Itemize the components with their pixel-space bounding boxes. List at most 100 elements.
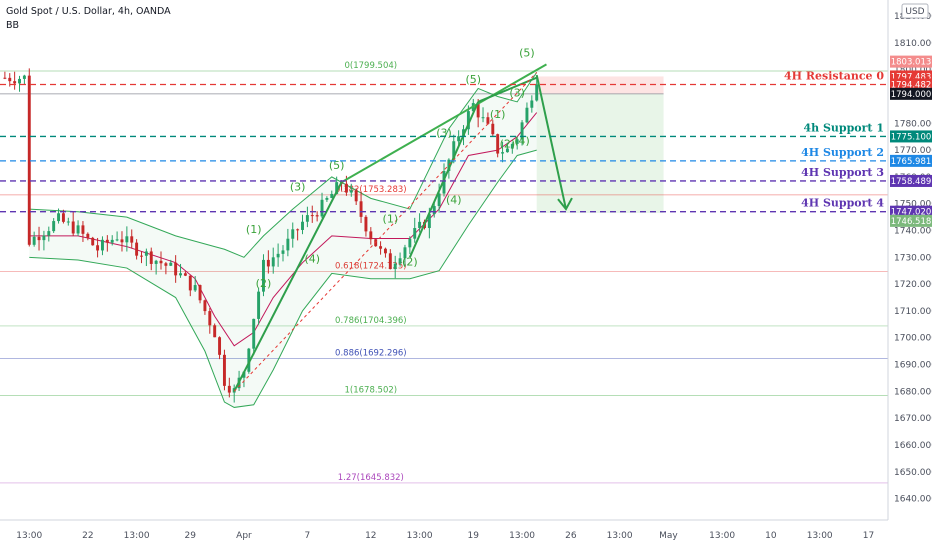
candle-body[interactable] <box>501 152 505 154</box>
candle-body[interactable] <box>388 253 392 270</box>
candle-body[interactable] <box>247 348 251 372</box>
candle-body[interactable] <box>110 239 114 243</box>
currency-badge[interactable] <box>901 3 929 19</box>
candle-body[interactable] <box>144 251 148 256</box>
candle-body[interactable] <box>364 216 368 232</box>
candle-body[interactable] <box>418 221 422 229</box>
trendline[interactable] <box>408 101 480 258</box>
candle-body[interactable] <box>135 242 139 256</box>
candle-body[interactable] <box>505 148 509 153</box>
candle-body[interactable] <box>3 77 7 79</box>
trendline[interactable] <box>233 181 343 392</box>
candle-body[interactable] <box>379 246 383 249</box>
candle-body[interactable] <box>140 255 143 257</box>
candle-body[interactable] <box>271 257 275 267</box>
candle-body[interactable] <box>37 236 41 241</box>
candle-body[interactable] <box>218 337 222 355</box>
candle-body[interactable] <box>120 239 124 243</box>
candle-body[interactable] <box>398 258 402 264</box>
candle-body[interactable] <box>159 260 163 264</box>
candle-body[interactable] <box>174 262 178 276</box>
candle-body[interactable] <box>491 123 495 135</box>
candle-body[interactable] <box>222 354 226 386</box>
candle-body[interactable] <box>227 385 231 393</box>
candle-body[interactable] <box>183 273 187 276</box>
candle-body[interactable] <box>320 199 324 217</box>
candle-body[interactable] <box>535 84 539 101</box>
candle-body[interactable] <box>57 213 61 222</box>
candle-body[interactable] <box>27 75 31 245</box>
candle-body[interactable] <box>432 206 436 215</box>
candle-body[interactable] <box>496 134 500 154</box>
candle-body[interactable] <box>203 300 207 312</box>
candle-body[interactable] <box>22 75 26 79</box>
candle-body[interactable] <box>8 77 12 82</box>
candle-body[interactable] <box>310 215 314 217</box>
candle-body[interactable] <box>344 183 348 193</box>
candle-body[interactable] <box>18 78 21 84</box>
candle-body[interactable] <box>301 221 304 230</box>
candle-body[interactable] <box>476 103 480 118</box>
candle-body[interactable] <box>408 238 412 248</box>
candle-body[interactable] <box>447 159 451 172</box>
candle-body[interactable] <box>76 225 80 234</box>
candle-body[interactable] <box>42 235 46 241</box>
candle-body[interactable] <box>179 273 182 276</box>
candle-body[interactable] <box>286 238 290 251</box>
candle-body[interactable] <box>262 259 265 292</box>
projection-arrow[interactable] <box>535 74 567 210</box>
candle-body[interactable] <box>281 250 285 254</box>
candle-body[interactable] <box>354 190 358 202</box>
candle-body[interactable] <box>252 318 256 349</box>
candle-body[interactable] <box>100 239 104 251</box>
trendline[interactable] <box>477 76 538 103</box>
candle-body[interactable] <box>291 229 295 239</box>
candle-body[interactable] <box>369 231 373 240</box>
candle-body[interactable] <box>71 221 75 234</box>
candle-body[interactable] <box>96 245 100 251</box>
candle-body[interactable] <box>442 171 446 194</box>
candle-body[interactable] <box>403 247 407 259</box>
candle-body[interactable] <box>276 253 280 258</box>
candle-body[interactable] <box>383 248 387 254</box>
candle-body[interactable] <box>154 260 158 264</box>
candle-body[interactable] <box>105 239 109 243</box>
candle-body[interactable] <box>393 263 397 270</box>
candle-body[interactable] <box>188 275 192 291</box>
candle-body[interactable] <box>466 111 470 130</box>
candle-body[interactable] <box>525 107 529 123</box>
candle-body[interactable] <box>266 259 270 267</box>
candle-body[interactable] <box>198 285 202 301</box>
candle-body[interactable] <box>335 182 339 194</box>
candle-body[interactable] <box>486 117 490 124</box>
indicator-label[interactable]: BB <box>6 20 20 31</box>
candle-body[interactable] <box>193 285 197 291</box>
candle-body[interactable] <box>305 215 309 222</box>
candle-body[interactable] <box>530 100 534 108</box>
candle-body[interactable] <box>437 193 441 207</box>
candle-body[interactable] <box>32 236 36 245</box>
candle-body[interactable] <box>481 117 485 119</box>
candle-body[interactable] <box>325 197 329 200</box>
candle-body[interactable] <box>149 251 153 264</box>
candle-body[interactable] <box>515 139 519 144</box>
candle-body[interactable] <box>452 141 456 160</box>
candle-body[interactable] <box>81 225 85 234</box>
candle-body[interactable] <box>125 236 129 243</box>
candle-body[interactable] <box>427 214 431 229</box>
candle-body[interactable] <box>242 371 246 378</box>
candle-body[interactable] <box>169 262 173 266</box>
symbol-title[interactable]: Gold Spot / U.S. Dollar, 4h, OANDA <box>6 6 171 17</box>
candle-body[interactable] <box>115 239 119 241</box>
candle-body[interactable] <box>52 221 56 232</box>
candle-body[interactable] <box>349 190 353 193</box>
candle-body[interactable] <box>66 221 70 223</box>
candle-body[interactable] <box>296 229 300 231</box>
candle-body[interactable] <box>130 236 134 243</box>
candle-body[interactable] <box>510 143 514 149</box>
candle-body[interactable] <box>91 237 95 246</box>
candle-body[interactable] <box>164 263 168 266</box>
candle-body[interactable] <box>315 215 319 217</box>
candle-body[interactable] <box>457 136 461 142</box>
